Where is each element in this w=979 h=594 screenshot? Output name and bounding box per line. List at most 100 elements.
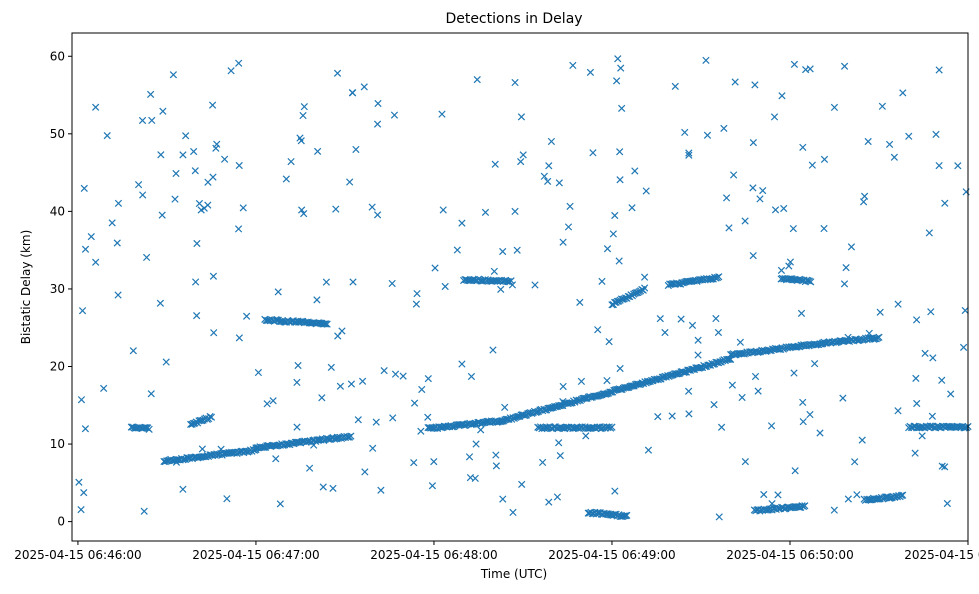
detection-marker — [569, 61, 577, 70]
detection-marker — [799, 418, 807, 426]
detection-marker — [223, 495, 231, 503]
detection-marker — [921, 349, 929, 358]
detection-marker — [873, 495, 882, 503]
detection-marker — [928, 412, 936, 420]
detection-marker — [100, 384, 108, 393]
detection-marker — [712, 314, 720, 323]
detection-marker — [508, 281, 517, 289]
detection-marker — [899, 89, 907, 97]
detection-marker — [499, 247, 507, 256]
detection-marker — [566, 202, 574, 210]
detection-marker — [489, 346, 497, 354]
detection-marker — [142, 253, 151, 262]
y-tick-label: 10 — [50, 437, 65, 451]
detection-marker — [830, 506, 838, 514]
detection-marker — [876, 308, 884, 316]
detection-marker — [410, 458, 418, 467]
detection-marker — [156, 299, 165, 307]
detection-marker — [148, 116, 156, 125]
detection-marker — [179, 485, 187, 493]
detection-marker — [912, 374, 920, 382]
detection-marker — [559, 382, 567, 391]
detection-marker — [555, 179, 563, 187]
detection-marker — [348, 88, 357, 97]
detection-marker — [318, 394, 326, 402]
detection-marker — [319, 483, 327, 491]
detection-marker — [193, 239, 201, 248]
detection-marker — [677, 315, 685, 323]
x-tick-label: 2025-04-15 06:47:00 — [192, 548, 319, 562]
detection-marker — [616, 148, 624, 156]
detection-marker — [671, 82, 679, 91]
detection-marker — [193, 311, 201, 320]
detection-marker — [754, 348, 762, 356]
detection-marker — [239, 204, 247, 212]
detection-marker — [453, 246, 461, 254]
detection-marker — [441, 282, 449, 291]
detection-marker — [191, 278, 200, 286]
detection-marker — [213, 140, 221, 148]
detection-marker — [706, 275, 715, 283]
detection-marker — [439, 206, 447, 214]
detection-marker — [899, 491, 907, 499]
detection-marker — [391, 370, 400, 378]
detection-marker — [688, 365, 696, 373]
detection-marker — [754, 387, 762, 395]
detection-marker — [582, 432, 590, 440]
detection-marker — [611, 487, 619, 495]
detection-marker — [360, 83, 368, 91]
detection-marker — [509, 508, 517, 517]
detection-marker — [714, 328, 723, 337]
detection-marker — [853, 491, 861, 499]
detection-marker — [941, 463, 949, 471]
detection-marker — [361, 468, 369, 476]
detection-marker — [87, 232, 95, 241]
detection-marker — [204, 178, 212, 186]
detection-marker — [622, 384, 630, 392]
detection-marker — [171, 195, 179, 203]
detection-marker — [593, 508, 602, 517]
x-tick-label: 2025-04-15 06:49:00 — [548, 548, 675, 562]
detection-marker — [517, 113, 526, 121]
detection-marker — [323, 320, 331, 328]
detection-marker — [555, 439, 563, 447]
detection-marker — [559, 238, 567, 246]
detection-marker — [938, 462, 946, 470]
detection-marker — [190, 147, 198, 156]
detection-marker — [609, 230, 617, 238]
detection-marker — [138, 116, 147, 125]
detection-marker — [276, 500, 284, 508]
x-tick-label: 2025-04-15 06:48:00 — [370, 548, 497, 562]
detection-marker — [627, 382, 636, 390]
detection-marker — [465, 453, 474, 461]
detection-marker — [954, 162, 962, 170]
detection-marker — [431, 264, 439, 272]
detection-marker — [458, 360, 466, 368]
detection-marker — [722, 194, 731, 202]
detection-marker — [182, 132, 190, 140]
detection-marker — [424, 374, 432, 383]
detection-marker — [259, 443, 267, 451]
detection-marker — [491, 160, 499, 168]
detection-marker — [300, 103, 308, 111]
detection-marker — [576, 298, 584, 306]
detection-marker — [78, 307, 87, 315]
detection-marker — [929, 354, 937, 362]
detection-marker — [158, 211, 166, 219]
detection-marker — [556, 452, 564, 460]
detection-marker — [821, 339, 829, 347]
detection-marker — [490, 267, 498, 275]
detection-marker — [519, 151, 527, 159]
detection-marker — [731, 78, 739, 86]
detection-marker — [517, 157, 525, 166]
detection-marker — [227, 67, 235, 75]
detection-marker — [556, 402, 564, 410]
detection-marker — [631, 167, 639, 175]
detection-marker — [615, 257, 623, 265]
detection-marker — [349, 278, 357, 286]
detection-marker — [300, 209, 308, 218]
detection-marker — [272, 316, 280, 324]
detection-marker — [198, 445, 207, 453]
detection-marker — [217, 445, 225, 453]
detection-marker — [606, 388, 614, 396]
